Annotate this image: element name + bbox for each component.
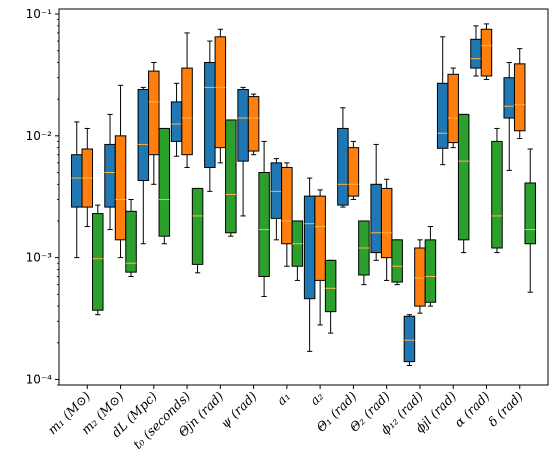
box-body [247,96,260,152]
x-axis: m₁ (M⊙)m₂ (M⊙)dL (Mpc)t₀ (seconds)Θjn (r… [45,385,526,452]
box-body [137,89,150,181]
box-body [170,101,183,142]
x-tick-label: δ (rad) [485,388,526,429]
box-body [524,182,536,245]
box-s1-5 [237,86,249,217]
box-s1-8 [337,107,349,208]
box-s3-12 [491,127,503,254]
box-s3-2 [158,127,171,245]
plot-frame [58,8,549,386]
box-body [125,210,137,273]
box-body [347,147,360,197]
box-body [191,187,204,265]
box-s3-6 [291,220,304,281]
box-body [225,119,237,234]
x-tick-label: α (rad) [451,388,493,430]
box-s2-2 [148,62,160,185]
box-body [436,82,449,149]
box-s1-4 [204,40,216,192]
x-tick-label: ψ (rad) [217,388,259,430]
x-tick-label: a₁ [274,389,293,408]
box-body [424,239,437,303]
box-s2-5 [247,93,260,156]
box-body [370,183,382,254]
box-body [503,77,515,119]
box-s3-4 [225,119,237,237]
box-body [480,28,493,77]
box-s1-6 [270,158,283,241]
box-body [380,187,393,259]
box-body [403,315,416,363]
box-s1-1 [104,113,116,231]
box-s2-9 [380,178,393,281]
plot-area [58,8,549,386]
box-body [214,36,227,149]
box-body [114,135,127,241]
box-body [281,166,293,245]
box-body [204,62,216,168]
box-body [158,127,171,237]
box-s3-7 [324,259,337,334]
box-body [391,239,403,283]
box-body [314,195,326,281]
box-body [303,195,316,300]
box-body [491,140,503,249]
box-s2-4 [214,28,227,164]
box-s2-6 [281,162,293,267]
box-s3-9 [391,239,403,286]
box-s2-1 [114,84,127,259]
box-s1-10 [403,314,416,367]
box-body [237,89,249,162]
box-body [148,70,160,156]
box-s2-13 [513,48,526,140]
box-body [337,127,349,206]
x-tick-label: a₂ [307,389,326,408]
box-body [104,143,116,208]
box-s3-3 [191,187,204,274]
box-s1-3 [170,82,183,157]
box-body [447,73,459,144]
box-s3-5 [258,140,270,297]
y-axis: 10⁻⁴ 10⁻³ 10⁻² 10⁻¹ [26,7,59,386]
y-tick-label: 10⁻³ [26,251,53,265]
box-s2-7 [314,189,326,326]
box-s3-10 [424,226,437,307]
box-s3-13 [524,148,536,293]
box-body [457,113,470,241]
box-s3-11 [457,113,470,254]
box-body [270,162,283,219]
box-s3-8 [358,220,370,286]
box-s2-8 [347,140,360,201]
box-s2-0 [81,127,94,228]
boxes-layer [71,23,536,367]
box-body [92,213,104,311]
box-body [414,247,426,307]
y-tick-label: 10⁻⁴ [26,372,53,386]
y-tick-label: 10⁻¹ [26,7,53,21]
box-body [470,38,482,69]
box-s1-11 [436,36,449,166]
box-s1-12 [470,25,482,77]
y-tick-label: 10⁻² [26,129,53,143]
box-body [181,67,193,156]
box-s1-9 [370,143,382,261]
box-body [324,259,337,313]
box-s2-12 [480,23,493,81]
box-body [513,63,526,132]
box-s2-11 [447,67,459,149]
box-s2-3 [181,32,193,168]
box-s3-0 [92,204,104,316]
box-body [71,154,83,208]
box-body [258,172,270,277]
box-s1-0 [71,121,83,259]
box-s2-10 [414,239,426,314]
box-s1-7 [303,177,316,352]
box-s3-1 [125,199,137,277]
box-s1-2 [137,86,150,245]
box-s1-13 [503,62,515,171]
